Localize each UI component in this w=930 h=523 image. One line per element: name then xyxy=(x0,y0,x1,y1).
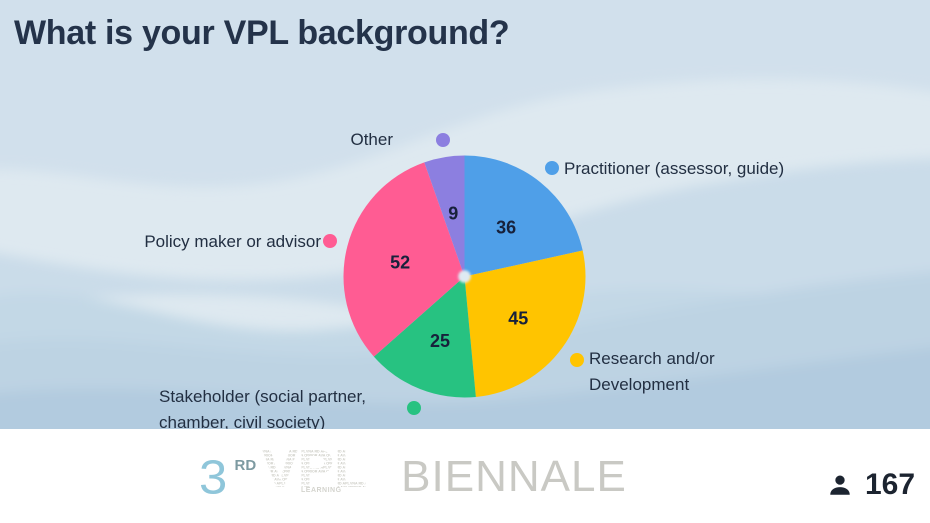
svg-text:52: 52 xyxy=(390,253,410,273)
svg-text:45: 45 xyxy=(508,308,528,328)
svg-text:36: 36 xyxy=(496,217,516,237)
svg-text:LEARNING: LEARNING xyxy=(301,487,342,494)
svg-text:25: 25 xyxy=(430,331,450,351)
svg-text:9: 9 xyxy=(448,204,458,224)
